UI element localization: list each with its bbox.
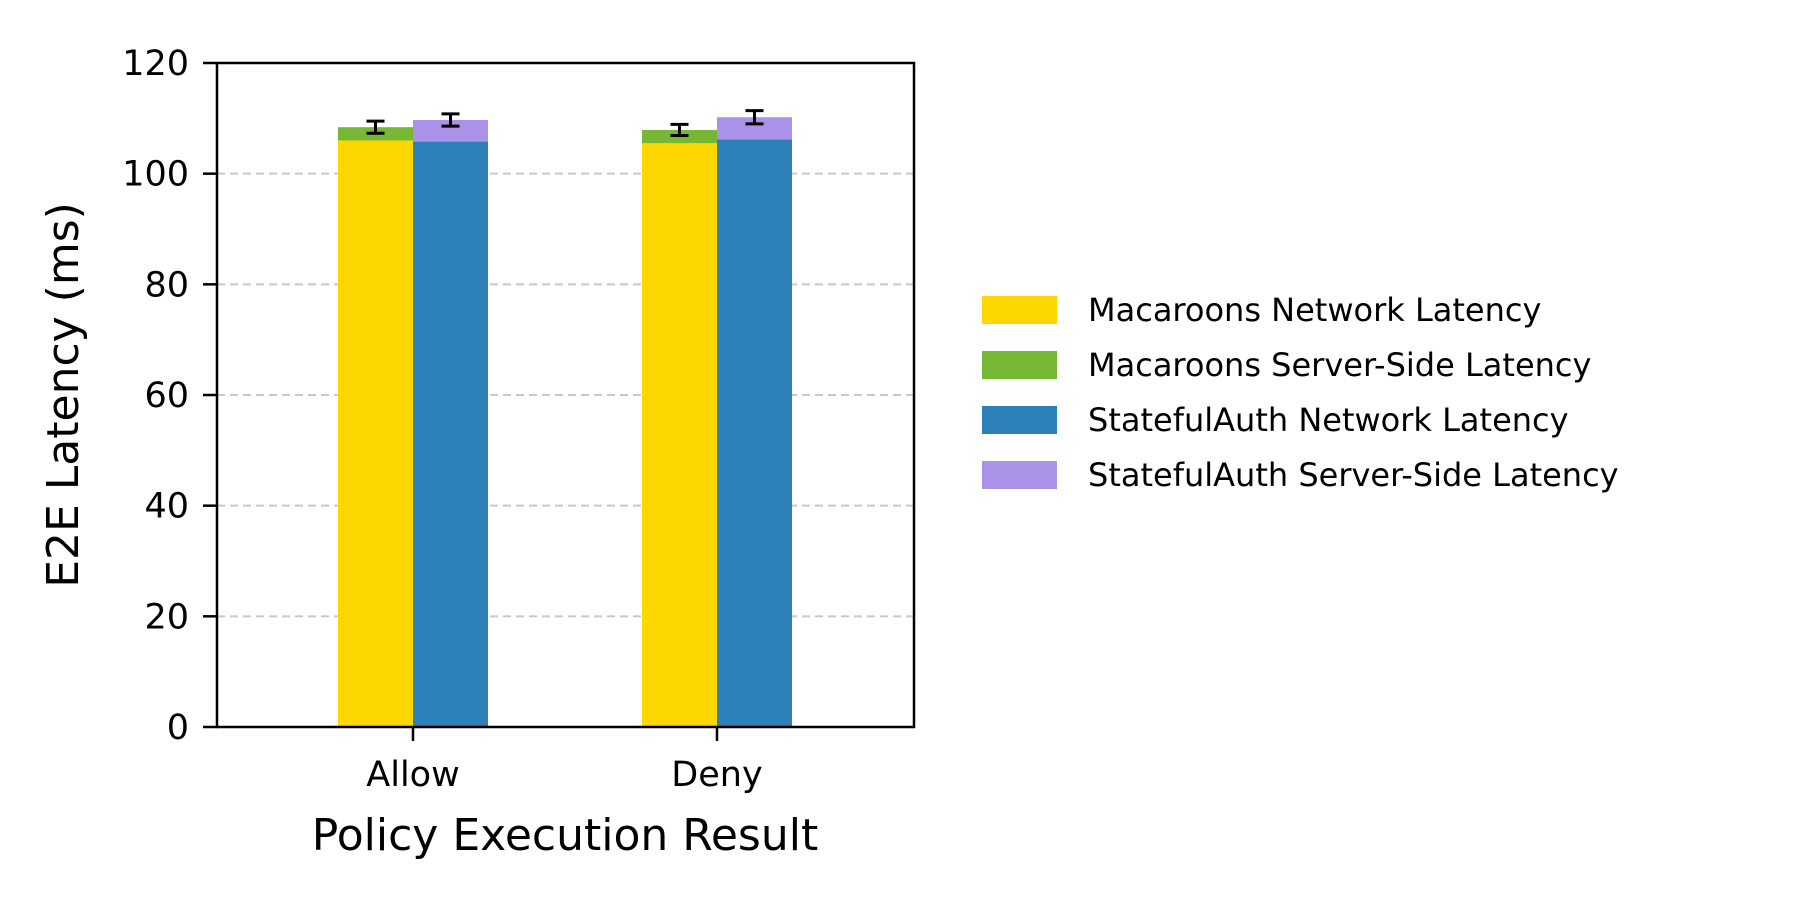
legend: Macaroons Network Latency Macaroons Serve…: [982, 291, 1619, 494]
bar-segment: [717, 117, 792, 140]
error-bars: [366, 109, 764, 137]
legend-label: StatefulAuth Server-Side Latency: [1088, 456, 1619, 494]
bar-segment: [642, 143, 717, 727]
y-tick-label: 80: [144, 265, 189, 305]
legend-swatch: [982, 406, 1057, 434]
legend-label: Macaroons Server-Side Latency: [1088, 346, 1591, 384]
y-tick-label: 0: [167, 708, 189, 748]
x-tick-label: Deny: [671, 755, 762, 795]
legend-label: StatefulAuth Network Latency: [1088, 401, 1569, 439]
x-axis-ticks: Allow Deny: [366, 727, 763, 795]
bar-segment: [717, 139, 792, 728]
y-tick-label: 20: [144, 597, 189, 637]
y-tick-label: 120: [122, 44, 189, 84]
legend-label: Macaroons Network Latency: [1088, 291, 1541, 329]
gridlines: [217, 172, 914, 618]
y-tick-label: 100: [122, 155, 189, 195]
legend-swatch: [982, 351, 1057, 379]
x-tick-label: Allow: [366, 755, 459, 795]
legend-swatch: [982, 296, 1057, 324]
y-tick-label: 60: [144, 376, 189, 416]
bar-segment: [338, 140, 413, 727]
y-axis-ticks: 0 20 40 60 80 100 120: [122, 44, 217, 748]
bar-segment: [413, 119, 488, 142]
x-axis-label: Policy Execution Result: [312, 810, 818, 861]
y-axis-label: E2E Latency (ms): [38, 202, 89, 588]
bar-segment: [413, 141, 488, 727]
legend-swatch: [982, 461, 1057, 489]
y-tick-label: 40: [144, 487, 189, 527]
bars: [338, 117, 792, 728]
